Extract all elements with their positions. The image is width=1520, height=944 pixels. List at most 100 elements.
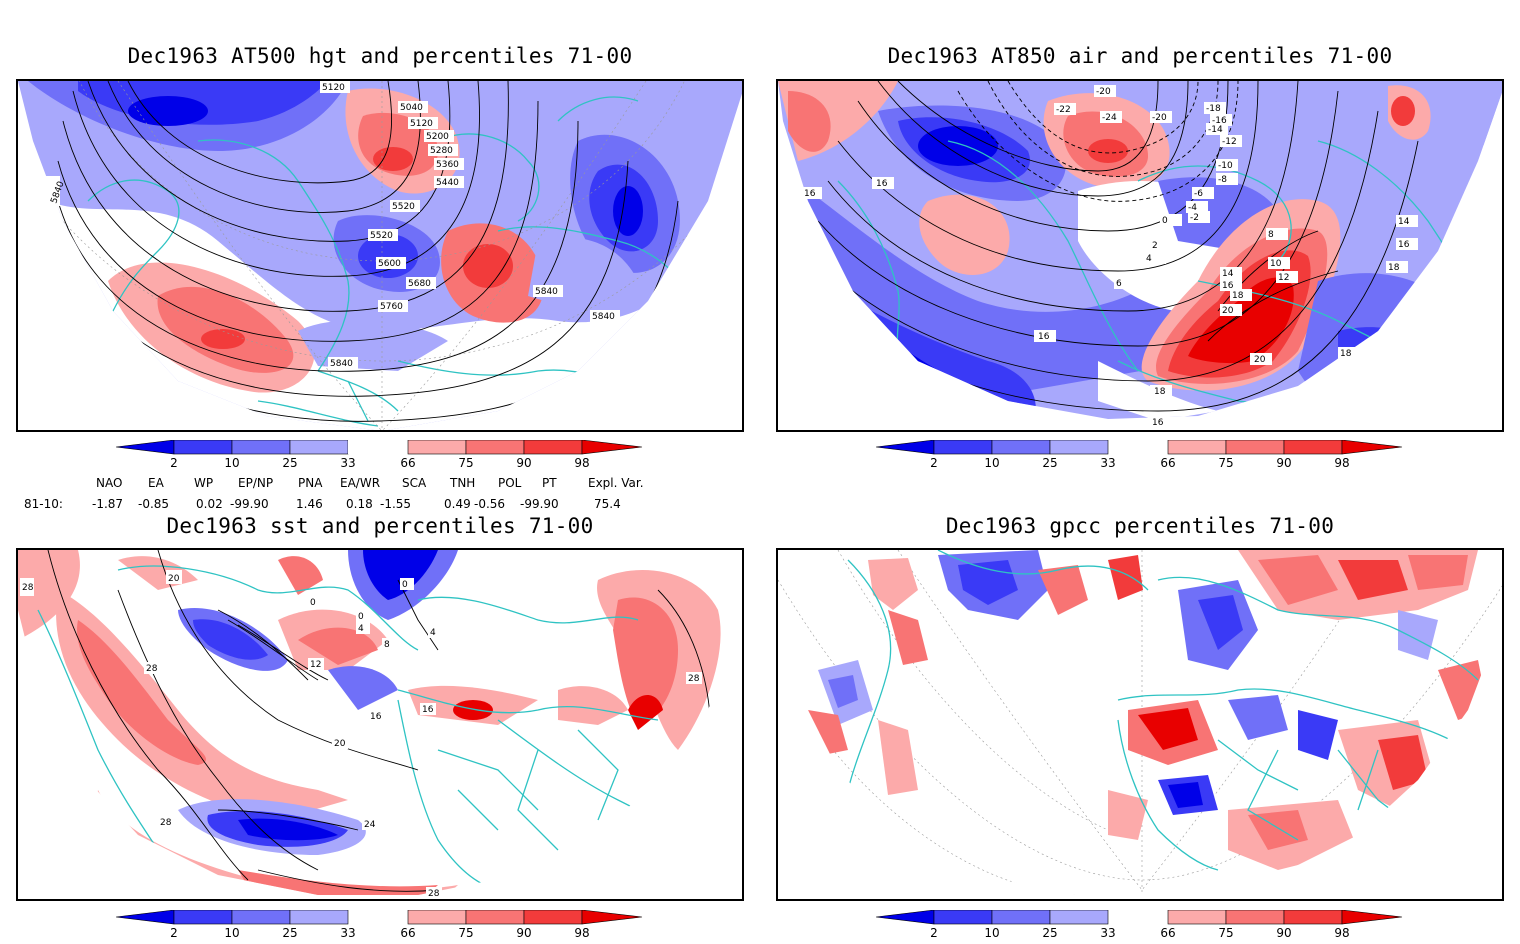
index-header: NAO [96, 476, 123, 490]
svg-text:20: 20 [168, 574, 180, 584]
svg-text:4: 4 [1146, 254, 1152, 264]
svg-text:12: 12 [310, 660, 321, 670]
svg-text:5840: 5840 [330, 359, 353, 369]
svg-text:20: 20 [1222, 306, 1234, 316]
colorbar-label: 90 [516, 926, 532, 940]
svg-text:8: 8 [1268, 230, 1274, 240]
svg-text:5360: 5360 [436, 160, 459, 170]
svg-text:-10: -10 [1218, 161, 1233, 171]
svg-text:-12: -12 [1222, 137, 1237, 147]
svg-text:5840: 5840 [535, 287, 558, 297]
svg-text:5520: 5520 [370, 231, 393, 241]
colorbar-label: 66 [400, 456, 416, 470]
index-value: -0.85 [138, 497, 170, 511]
index-value: -99.90 [230, 497, 269, 511]
svg-text:-8: -8 [1218, 175, 1227, 185]
svg-text:2: 2 [1152, 241, 1158, 251]
svg-text:-2: -2 [1190, 213, 1199, 223]
svg-text:28: 28 [160, 818, 172, 828]
svg-text:5280: 5280 [430, 146, 453, 156]
index-header: WP [194, 476, 214, 490]
svg-text:0: 0 [358, 612, 364, 622]
svg-text:8: 8 [384, 640, 390, 650]
index-value: 75.4 [594, 497, 621, 511]
colorbar-label: 10 [224, 456, 240, 470]
svg-text:5040: 5040 [400, 103, 423, 113]
index-header: POL [498, 476, 522, 490]
svg-text:20: 20 [1254, 355, 1266, 365]
map-panel-air850: -20 -22 -24 -20 -18 -16 -14 -12 -10 -8 -… [776, 79, 1504, 432]
svg-text:24: 24 [364, 820, 376, 830]
svg-text:-22: -22 [1056, 105, 1071, 115]
colorbar-label: 33 [340, 456, 356, 470]
colorbar-label: 10 [224, 926, 240, 940]
svg-text:0: 0 [310, 598, 316, 608]
svg-text:0: 0 [402, 580, 408, 590]
svg-text:-24: -24 [1102, 113, 1117, 123]
contour-labels-hgt500: 5120 5040 5120 5200 5280 5360 5440 5520 … [46, 81, 620, 369]
svg-text:16: 16 [1152, 418, 1164, 428]
index-value: -1.55 [380, 497, 412, 511]
panel-title-tl: Dec1963 AT500 hgt and percentiles 71-00 [127, 44, 633, 68]
colorbar-label: 98 [574, 926, 590, 940]
colorbar-label: 2 [930, 926, 938, 940]
svg-text:-20: -20 [1096, 87, 1111, 97]
index-value: -0.56 [474, 497, 506, 511]
colorbar-label: 2 [930, 456, 938, 470]
colorbar-label: 75 [1218, 926, 1234, 940]
colorbar-label: 2 [170, 926, 178, 940]
svg-text:18: 18 [1340, 349, 1352, 359]
colorbar-label: 66 [400, 926, 416, 940]
svg-text:18: 18 [1388, 263, 1400, 273]
svg-text:16: 16 [422, 705, 434, 715]
colorbar-sst: 2 10 25 33 66 75 90 98 [116, 910, 646, 944]
colorbar-label: 25 [1042, 456, 1058, 470]
index-header: PT [542, 476, 557, 490]
svg-text:6: 6 [1116, 279, 1122, 289]
colorbar-label: 98 [574, 456, 590, 470]
svg-text:28: 28 [688, 674, 700, 684]
index-value: -99.90 [520, 497, 559, 511]
index-value: 1.46 [296, 497, 323, 511]
svg-text:5760: 5760 [380, 302, 403, 312]
colorbar-label: 90 [516, 456, 532, 470]
colorbar-label: 90 [1276, 456, 1292, 470]
colorbar-gpcc: 2 10 25 33 66 75 90 98 [876, 910, 1406, 944]
svg-text:10: 10 [1270, 259, 1282, 269]
svg-text:-6: -6 [1194, 189, 1203, 199]
colorbar-label: 75 [1218, 456, 1234, 470]
colorbar-label: 10 [984, 926, 1000, 940]
colorbar-air850: 2 10 25 33 66 75 90 98 [876, 440, 1406, 474]
panel-title-br: Dec1963 gpcc percentiles 71-00 [945, 514, 1335, 538]
colorbar-label: 25 [1042, 926, 1058, 940]
panel-title-tr: Dec1963 AT850 air and percentiles 71-00 [887, 44, 1393, 68]
svg-text:28: 28 [146, 664, 158, 674]
svg-text:20: 20 [334, 739, 346, 749]
index-header: EP/NP [238, 476, 274, 490]
colorbar-label: 10 [984, 456, 1000, 470]
colorbar-hgt500: 2 10 25 33 66 75 90 98 [116, 440, 646, 474]
svg-text:5440: 5440 [436, 178, 459, 188]
svg-text:28: 28 [22, 583, 34, 593]
map-panel-sst: 28 20 0 0 0 4 8 4 12 16 16 20 24 28 28 2… [16, 548, 744, 901]
contour-labels-air850: -20 -22 -24 -20 -18 -16 -14 -12 -10 -8 -… [800, 85, 1418, 428]
svg-text:16: 16 [876, 179, 888, 189]
colorbar-label: 66 [1160, 456, 1176, 470]
svg-text:5120: 5120 [410, 119, 433, 129]
colorbar-label: 75 [458, 926, 474, 940]
index-value: 0.49 [444, 497, 471, 511]
svg-text:5520: 5520 [392, 202, 415, 212]
index-value: -1.87 [92, 497, 124, 511]
svg-text:5840: 5840 [592, 312, 615, 322]
colorbar-label: 25 [282, 456, 298, 470]
index-header: EA/WR [340, 476, 381, 490]
index-row-label: 81-10: [24, 497, 63, 511]
colorbar-label: 75 [458, 456, 474, 470]
svg-text:-4: -4 [1188, 203, 1197, 213]
svg-text:-16: -16 [1212, 116, 1227, 126]
map-panel-hgt500: 5120 5040 5120 5200 5280 5360 5440 5520 … [16, 79, 744, 432]
svg-text:5600: 5600 [378, 259, 401, 269]
index-header: TNH [450, 476, 476, 490]
index-header: PNA [298, 476, 323, 490]
contour-labels-sst: 28 20 0 0 0 4 8 4 12 16 16 20 24 28 28 2… [20, 570, 702, 899]
